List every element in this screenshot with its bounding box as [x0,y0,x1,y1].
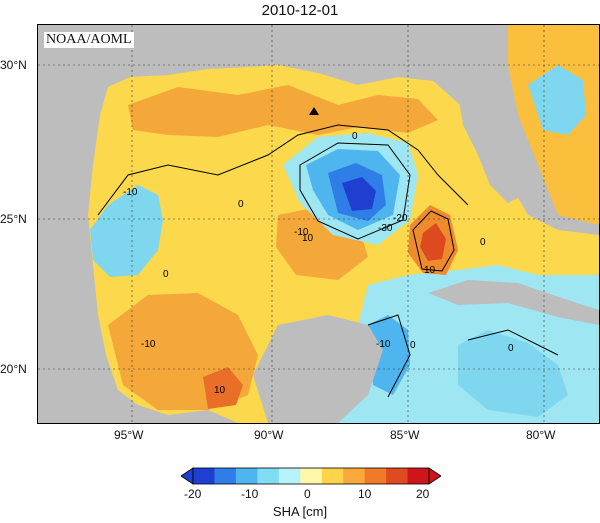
contour-label: -10 [376,339,391,350]
colorbar-cell [214,468,237,484]
sha-map: 0 0 0 0 0 0 -10 -10 -10 -10 10 10 10 -20… [38,25,599,423]
colorbar-cell [364,468,387,484]
colorbar-cell [321,468,344,484]
lon-tick-label: 80°W [526,428,556,442]
contour-label: -30 [378,223,393,234]
warm-core-eddy [420,223,446,261]
contour-label: 10 [424,265,436,276]
colorbar-title: SHA [cm] [272,504,328,519]
colorbar-cell [278,468,301,484]
contour-label: 0 [352,131,358,142]
contour-label: 10 [302,233,314,244]
contour-label: -20 [393,213,408,224]
colorbar-tick-label: -10 [241,487,259,501]
contour-southeast [467,329,559,356]
colorbar-cell [235,468,258,484]
colorbar-cell [300,468,323,484]
map-title: 2010-12-01 [261,2,339,19]
colorbar-cell [193,468,215,484]
cold-east [528,65,586,135]
cold-west [90,185,163,277]
colorbar-right-arrow [428,467,441,485]
colorbar-tick-label: -20 [184,487,202,501]
contour-zero-north [97,124,469,216]
colorbar-cells [192,467,430,485]
colorbar-cell [407,468,430,484]
colorbar-tick-label: 10 [358,487,372,501]
credit-label: NOAA/AOML [44,32,134,48]
florida-land [458,95,523,203]
contour-label: 0 [163,269,169,280]
colorbar-cell [386,468,409,484]
colorbar-tick-label: 0 [304,487,311,501]
contour-south [367,314,411,398]
cuba-land [428,280,599,325]
lon-tick-label: 90°W [254,428,284,442]
lon-tick-label: 85°W [390,428,420,442]
station-marker-icon [309,107,319,115]
colorbar-cell [343,468,366,484]
warm-spot-bottom [203,367,243,409]
lon-tick-label: 95°W [114,428,144,442]
contour-label: 0 [480,237,486,248]
map-area: 0 0 0 0 0 0 -10 -10 -10 -10 10 10 10 -20… [37,24,600,424]
warm-region-north [128,85,438,137]
contour-label: 0 [238,199,244,210]
contour-label: -10 [294,227,309,238]
gridlines [38,25,599,423]
lat-tick-label: 20°N [0,362,27,376]
colorbar-left-arrow [181,467,194,485]
lat-tick-label: 25°N [0,212,27,226]
contour-label: -10 [123,187,138,198]
contour-label-layer: 0 0 0 0 0 0 -10 -10 -10 -10 10 10 10 -20… [123,131,514,396]
contour-warm-eddy [412,210,455,272]
contour-label: 0 [410,340,416,351]
colorbar-cell [257,468,280,484]
colorbar [181,467,441,485]
contour-cold-eddy [299,142,411,240]
cold-eddy-core [342,177,376,211]
cold-southeast [458,330,568,417]
contour-label: -10 [141,339,156,350]
lat-tick-label: 30°N [0,58,27,72]
contour-label: 0 [508,343,514,354]
contour-label: 10 [214,385,226,396]
colorbar-tick-label: 20 [416,487,430,501]
